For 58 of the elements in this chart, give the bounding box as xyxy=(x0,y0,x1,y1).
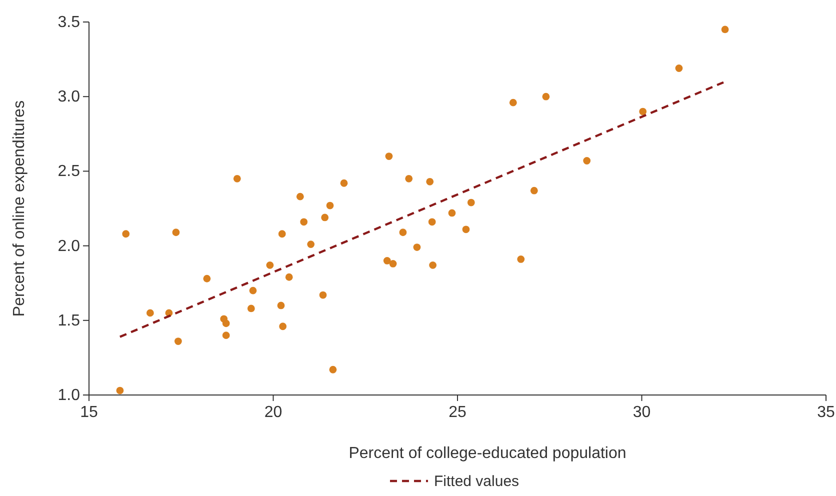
point xyxy=(467,198,475,206)
point xyxy=(247,304,255,312)
point xyxy=(448,209,456,217)
point xyxy=(300,218,308,226)
point xyxy=(296,192,304,200)
point xyxy=(222,332,230,340)
point xyxy=(428,218,436,226)
point xyxy=(426,178,434,186)
point xyxy=(340,179,348,187)
point xyxy=(530,186,538,194)
point xyxy=(233,174,241,182)
point xyxy=(249,286,257,294)
point xyxy=(383,257,391,264)
point xyxy=(399,228,407,236)
point xyxy=(116,386,124,394)
point xyxy=(319,291,327,299)
point xyxy=(462,226,470,234)
point xyxy=(389,260,397,268)
point xyxy=(517,256,525,263)
point xyxy=(721,26,729,34)
point xyxy=(279,322,287,330)
legend-label: Fitted values xyxy=(434,473,520,490)
y-tick-label: 1.0 xyxy=(58,387,80,404)
point xyxy=(583,157,591,164)
point xyxy=(405,174,413,182)
point xyxy=(639,108,647,116)
point xyxy=(675,64,683,72)
point xyxy=(429,261,437,269)
point xyxy=(307,240,315,248)
point xyxy=(326,202,334,210)
point xyxy=(174,338,182,345)
point xyxy=(122,230,130,238)
y-tick-label: 1.5 xyxy=(58,312,80,330)
y-tick-label: 3.0 xyxy=(58,88,80,106)
point xyxy=(385,152,393,160)
point xyxy=(172,228,180,236)
y-axis-title: Percent of online expenditures xyxy=(11,100,28,317)
x-tick-label: 25 xyxy=(448,404,466,421)
x-axis-title: Percent of college-educated population xyxy=(348,445,626,462)
y-tick-label: 2.0 xyxy=(58,238,80,255)
x-tick-label: 35 xyxy=(817,404,835,421)
point xyxy=(542,92,550,100)
x-tick-label: 20 xyxy=(264,404,282,421)
point xyxy=(413,244,421,251)
point xyxy=(146,309,154,317)
point xyxy=(321,214,329,222)
x-tick-label: 30 xyxy=(632,404,651,421)
y-tick-label: 2.5 xyxy=(58,163,80,180)
x-tick-label: 15 xyxy=(80,404,98,421)
point xyxy=(509,98,517,106)
point xyxy=(329,366,337,374)
point xyxy=(277,302,285,310)
point xyxy=(203,274,211,282)
point xyxy=(222,320,230,328)
point xyxy=(266,261,274,269)
y-tick-label: 3.5 xyxy=(58,14,80,31)
point xyxy=(278,230,286,238)
point xyxy=(285,273,293,281)
